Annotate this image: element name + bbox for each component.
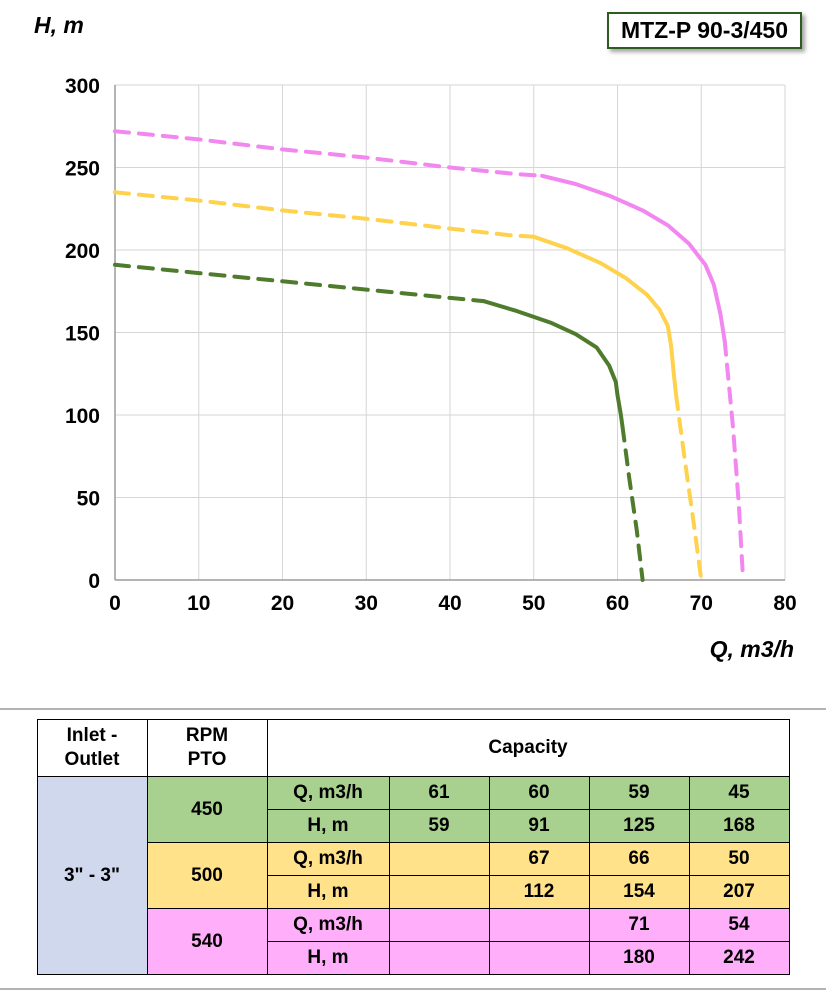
table-row: H, m 59 91 125 168 (37, 809, 790, 843)
row-label: Q, m3/h (266, 842, 390, 876)
x-tick-label: 80 (773, 592, 796, 615)
x-tick-label: 40 (438, 592, 461, 615)
y-tick-label: 200 (65, 240, 100, 263)
y-tick-label: 300 (65, 75, 100, 98)
capacity-value-cell: 60 (488, 776, 590, 810)
capacity-value-cell: 61 (388, 776, 490, 810)
capacity-value-cell: 50 (688, 842, 790, 876)
x-axis-title: Q, m3/h (709, 636, 794, 662)
header-rpm-pto: RPM PTO (146, 719, 268, 777)
capacity-value-cell (388, 842, 490, 876)
x-tick-label: 10 (187, 592, 210, 615)
x-tick-label: 50 (522, 592, 545, 615)
y-tick-label: 250 (65, 158, 100, 181)
model-title-box: MTZ-P 90-3/450 (606, 12, 802, 49)
row-label: Q, m3/h (266, 908, 390, 942)
capacity-value-cell: 59 (388, 809, 490, 843)
pump-curve (113, 129, 545, 178)
pump-curve (620, 424, 645, 582)
x-tick-label: 20 (271, 592, 294, 615)
capacity-value-cell: 91 (488, 809, 590, 843)
y-tick-label: 150 (65, 323, 100, 346)
table-row: 540 Q, m3/h 71 54 (37, 908, 790, 975)
capacity-value-cell (488, 908, 590, 942)
capacity-table-section: Inlet - Outlet RPM PTO Capacity 3" - 3" 4… (0, 708, 826, 990)
header-capacity: Capacity (266, 719, 790, 777)
x-tick-label: 60 (606, 592, 629, 615)
x-tick-label: 30 (355, 592, 378, 615)
y-tick-label: 50 (77, 488, 100, 511)
inlet-outlet-value: 3" - 3" (36, 776, 148, 975)
capacity-value-cell: 125 (588, 809, 690, 843)
capacity-value-cell: 54 (688, 908, 790, 942)
pump-curve-chart-section: H, m MTZ-P 90-3/450 0 10 20 30 40 50 60 70 80 0 50… (34, 12, 802, 662)
capacity-value-cell: 59 (588, 776, 690, 810)
table-row: 3" - 3" 450 Q, m3/h 61 60 59 45 (36, 776, 790, 975)
y-tick-label: 0 (88, 570, 100, 593)
pump-curve (113, 190, 536, 239)
capacity-value-cell: 112 (488, 875, 590, 909)
table-row: H, m 112 154 207 (37, 875, 790, 909)
capacity-value-cell: 242 (688, 941, 790, 975)
pump-curve (531, 234, 679, 398)
y-tick-label: 100 (65, 405, 100, 428)
capacity-value-cell (388, 908, 490, 942)
table-row: 500 Q, m3/h 67 66 50 (37, 842, 790, 909)
rpm-value: 540 (146, 908, 268, 975)
table-row: H, m 180 242 (37, 941, 790, 975)
row-label: Q, m3/h (266, 776, 390, 810)
capacity-table: Inlet - Outlet RPM PTO Capacity 3" - 3" 4… (36, 719, 790, 975)
capacity-value-cell: 45 (688, 776, 790, 810)
capacity-value-cell: 207 (688, 875, 790, 909)
row-label: H, m (266, 941, 390, 975)
capacity-value-cell: 67 (488, 842, 590, 876)
header-inlet-outlet: Inlet - Outlet (36, 719, 148, 777)
capacity-value-cell (388, 941, 490, 975)
pump-curve (722, 338, 746, 582)
rpm-value: 450 (146, 776, 268, 843)
rpm-value: 500 (146, 842, 268, 909)
capacity-value-cell (488, 941, 590, 975)
capacity-value-cell: 71 (588, 908, 690, 942)
pump-curve (481, 299, 625, 429)
capacity-value-cell: 154 (588, 875, 690, 909)
row-label: H, m (266, 809, 390, 843)
row-label: H, m (266, 875, 390, 909)
pump-curve (113, 262, 486, 304)
pump-curve-chart: 0 10 20 30 40 50 60 70 80 0 50 100 150 200 250 300 (65, 75, 797, 615)
pump-curve (540, 173, 727, 343)
capacity-value-cell: 180 (588, 941, 690, 975)
capacity-value-cell: 66 (588, 842, 690, 876)
y-axis-title: H, m (34, 12, 84, 38)
pump-curve (674, 393, 704, 582)
x-tick-label: 0 (109, 592, 121, 615)
table-header-row: Inlet - Outlet RPM PTO Capacity (36, 719, 790, 777)
capacity-value-cell (388, 875, 490, 909)
x-tick-label: 70 (690, 592, 713, 615)
capacity-value-cell: 168 (688, 809, 790, 843)
